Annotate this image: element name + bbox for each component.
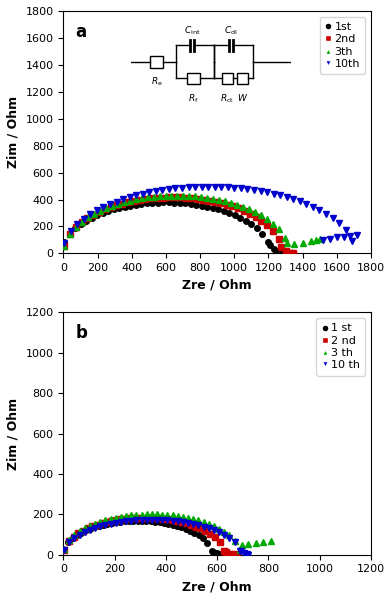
Text: a: a [76,23,87,41]
X-axis label: Zre / Ohm: Zre / Ohm [182,278,252,292]
Legend: 1st, 2nd, 3th, 10th: 1st, 2nd, 3th, 10th [320,17,365,74]
Y-axis label: Zim / Ohm: Zim / Ohm [7,397,20,470]
X-axis label: Zre / Ohm: Zre / Ohm [182,580,252,593]
Legend: 1 st, 2 nd, 3 th, 10 th: 1 st, 2 nd, 3 th, 10 th [316,318,365,376]
Text: b: b [76,325,87,343]
Y-axis label: Zim / Ohm: Zim / Ohm [7,96,20,168]
